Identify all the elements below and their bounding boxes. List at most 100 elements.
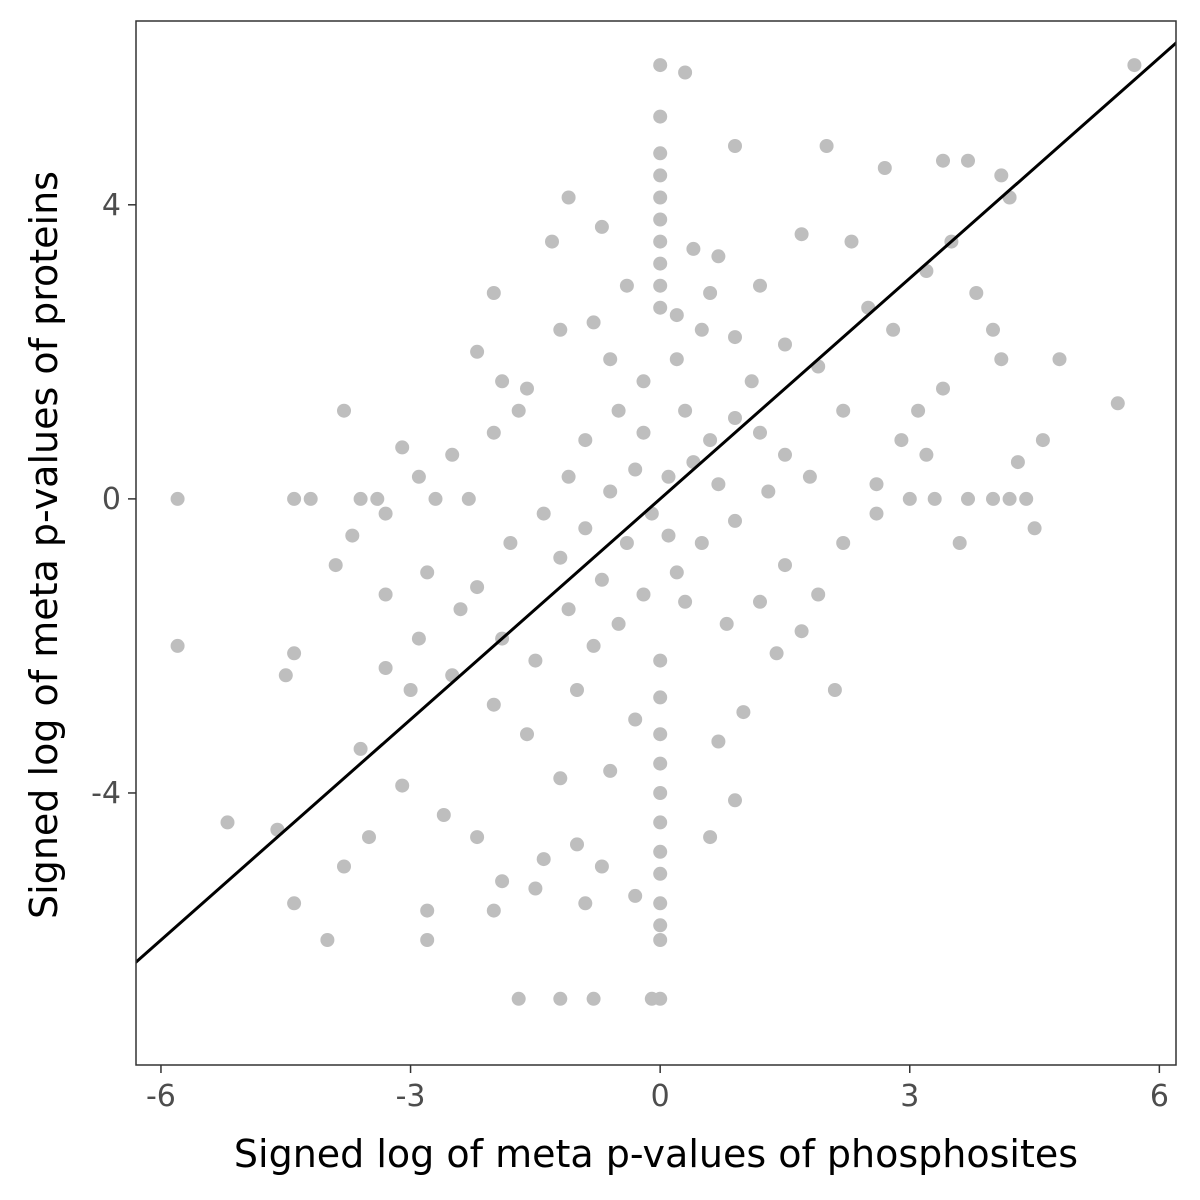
- data-point: [628, 712, 643, 727]
- data-point: [1052, 352, 1067, 367]
- data-point: [927, 491, 942, 506]
- data-point: [653, 815, 668, 830]
- data-point: [778, 337, 792, 352]
- data-point: [653, 866, 668, 881]
- x-tick-label: -6: [146, 1079, 176, 1114]
- data-point: [653, 146, 668, 161]
- data-point: [653, 278, 668, 293]
- data-point: [528, 881, 543, 896]
- data-point: [744, 374, 759, 389]
- data-point: [653, 896, 668, 911]
- data-point: [703, 433, 718, 448]
- data-point: [669, 352, 684, 367]
- data-point: [753, 594, 767, 609]
- data-point: [553, 991, 568, 1006]
- data-point: [495, 874, 510, 889]
- data-point: [594, 859, 609, 874]
- data-point: [520, 727, 534, 742]
- data-point: [1019, 491, 1034, 506]
- data-point: [420, 565, 435, 580]
- data-point: [628, 888, 643, 903]
- data-point: [470, 580, 485, 595]
- y-axis-title: Signed log of meta p-values of proteins: [22, 171, 66, 919]
- data-point: [669, 308, 684, 323]
- data-point: [902, 491, 917, 506]
- data-point: [661, 469, 676, 484]
- data-point: [328, 558, 343, 573]
- data-point: [345, 528, 360, 543]
- x-tick-label: 3: [900, 1079, 919, 1114]
- data-point: [470, 344, 485, 359]
- points-layer: [170, 58, 1142, 1006]
- data-point: [694, 322, 709, 337]
- data-point: [644, 991, 659, 1006]
- data-point: [703, 286, 718, 300]
- data-point: [678, 403, 693, 418]
- data-point: [411, 631, 426, 646]
- data-point: [486, 286, 501, 300]
- data-point: [353, 491, 368, 506]
- data-point: [578, 521, 593, 536]
- plot-panel-border: [135, 20, 1177, 1066]
- data-point: [894, 433, 909, 448]
- data-point: [536, 506, 551, 521]
- data-point: [753, 278, 767, 293]
- data-point: [170, 491, 185, 506]
- data-point: [570, 683, 584, 697]
- data-point: [353, 741, 368, 756]
- data-point: [586, 991, 601, 1006]
- data-point: [428, 491, 443, 506]
- data-point: [611, 403, 626, 418]
- data-point: [453, 602, 468, 617]
- axis-ticks: -6 -3 0 3 6 -4 0 4: [91, 188, 1169, 1114]
- x-axis-title: Signed log of meta p-values of phosphosi…: [234, 1132, 1078, 1176]
- data-point: [936, 381, 950, 396]
- data-point: [653, 109, 668, 124]
- data-point: [528, 653, 543, 668]
- data-point: [728, 513, 742, 528]
- data-point: [653, 212, 668, 227]
- data-point: [653, 786, 668, 800]
- data-point: [653, 168, 668, 183]
- data-point: [653, 653, 668, 668]
- y-tick-label: 0: [102, 482, 121, 517]
- data-point: [636, 425, 651, 440]
- data-point: [337, 859, 351, 874]
- data-point: [736, 705, 751, 720]
- data-point: [303, 491, 318, 506]
- data-point: [961, 491, 975, 506]
- data-point: [553, 771, 568, 786]
- data-point: [836, 536, 851, 550]
- data-point: [553, 322, 568, 337]
- data-point: [578, 433, 593, 448]
- data-point: [436, 808, 451, 822]
- data-point: [653, 690, 668, 705]
- data-point: [653, 918, 668, 933]
- data-point: [1002, 491, 1017, 506]
- data-point: [553, 550, 568, 565]
- data-point: [811, 587, 826, 602]
- data-point: [362, 830, 376, 845]
- data-point: [936, 153, 950, 168]
- x-tick-label: 0: [651, 1079, 670, 1114]
- data-point: [653, 256, 668, 271]
- data-point: [570, 837, 584, 852]
- data-point: [728, 139, 742, 153]
- data-point: [678, 594, 693, 609]
- data-point: [719, 616, 734, 631]
- data-point: [994, 352, 1009, 367]
- data-point: [986, 491, 1000, 506]
- data-point: [827, 683, 842, 697]
- data-point: [287, 896, 302, 911]
- data-point: [420, 903, 435, 918]
- data-point: [594, 219, 609, 234]
- data-point: [536, 852, 551, 867]
- data-point: [794, 624, 809, 639]
- data-point: [486, 903, 501, 918]
- data-point: [545, 234, 559, 249]
- data-point: [728, 330, 742, 345]
- data-point: [561, 602, 576, 617]
- data-point: [844, 234, 859, 249]
- data-point: [986, 322, 1000, 337]
